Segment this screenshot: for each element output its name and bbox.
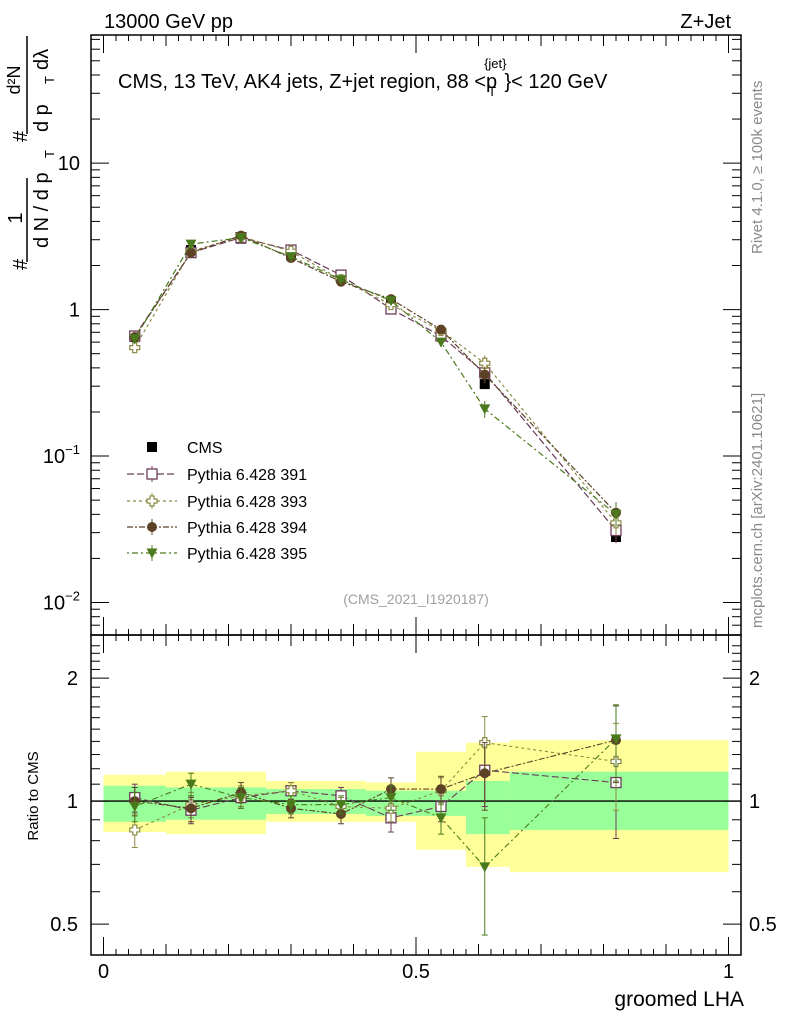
header-left: 13000 GeV pp [104,11,233,33]
point-4-7 [479,404,491,415]
ratio-line-2 [134,742,617,831]
ratio-ytick-right-2: 2 [749,668,760,690]
point-4-6 [435,337,447,348]
legend-marker-1 [146,468,158,480]
ratio-ytick-0: 0.5 [50,914,78,936]
xticks-labels: 0 0.5 1 [98,961,734,983]
title-suffix: }< 120 GeV [505,71,609,93]
legend-label-3: Pythia 6.428 394 [187,520,307,537]
x-axis-label: groomed LHA [614,988,744,1011]
legend-marker-3 [147,522,157,532]
point-4-5 [385,296,397,307]
ratio-yticks-right: 0.5 1 2 [749,668,777,936]
legend-marker-4 [146,548,158,559]
ratio-ylabel: Ratio to CMS [25,751,42,840]
ratio-line-1 [134,769,617,819]
point-2-0 [129,342,141,354]
point-4-1 [185,239,197,250]
plot-title: CMS, 13 TeV, AK4 jets, Z+jet region, 88 … [118,56,608,99]
ratio-point-4-1 [185,779,197,790]
xtick-label-2: 1 [723,961,734,983]
ratio-point-4-0 [129,801,141,812]
legend-label-0: CMS [187,440,223,457]
ytick-exp-0: −2 [65,589,80,604]
ytick-label-2: 1 [69,300,80,322]
ylabel-dN: d N / d p [31,172,53,248]
ratio-point-4-2 [235,793,247,804]
legend-marker-2 [146,495,158,507]
ratio-ytick-1: 1 [67,791,78,813]
ratio-point-3-7 [479,768,490,779]
point-4-3 [285,252,297,263]
axis-ticks [91,35,741,955]
legend: CMS Pythia 6.428 391 Pythia 6.428 393 Py… [187,440,307,563]
legend-marker-0 [147,442,157,452]
point-4-4 [335,275,347,286]
xtick-label-0: 0 [98,961,109,983]
point-0-7 [479,379,490,390]
ratio-point-3-6 [436,784,446,795]
mcplots-label: mcplots.cern.ch [arXiv:2401.10621] [749,393,766,628]
ylabel-dlambda: dλ [31,49,53,70]
ratio-point-4-7 [479,862,491,873]
ratio-point-4-5 [385,793,397,804]
ylabel-hash2: # [10,130,32,142]
analysis-watermark: (CMS_2021_I1920187) [343,591,489,607]
point-2-7 [479,357,491,369]
ylabel-den: d p [31,104,53,132]
main-series [129,230,622,544]
ratio-series-4 [129,704,622,936]
ylabel-hash1: # [10,258,32,270]
point-3-7 [479,369,490,380]
legend-label-1: Pythia 6.428 391 [187,467,307,484]
point-4-2 [235,233,247,244]
ylabel-num: d²N [4,65,24,94]
xtick-label-1: 0.5 [402,961,430,983]
ratio-series [129,704,622,936]
ratio-ytick-2: 2 [67,668,78,690]
ratio-line-3 [134,739,617,815]
rivet-label: Rivet 4.1.0, ≥ 100k events [749,81,766,254]
point-4-8 [610,509,622,520]
ratio-point-4-6 [435,813,447,824]
legend-label-2: Pythia 6.428 393 [187,494,307,511]
ytick-mant-0: 10 [43,593,65,615]
point-4-0 [129,334,141,345]
title-sup: {jet} [484,56,507,71]
legend-label-4: Pythia 6.428 395 [187,546,307,563]
series-line-4 [134,237,617,515]
point-3-1 [186,247,196,258]
ytick-label-0: 10−2 [43,589,80,615]
ratio-yticks-left: 0.5 1 2 [50,668,78,936]
main-frame [90,34,742,636]
ratio-point-4-3 [285,800,297,811]
band-green-5 [466,780,510,835]
ratio-point-4-4 [335,800,347,811]
series-line-1 [134,237,617,531]
ytick-exp-1: −1 [65,442,80,457]
ratio-ytick-right-1: 1 [749,791,760,813]
ratio-ytick-right-0: 0.5 [749,914,777,936]
title-prefix: CMS, 13 TeV, AK4 jets, Z+jet region, 88 … [118,71,497,93]
point-3-6 [436,324,446,335]
ylabel-one: 1 [5,212,27,223]
header-right: Z+Jet [680,11,731,33]
ylabel-T2: T [42,76,57,84]
ytick-mant-1: 10 [43,446,65,468]
ratio-line-4 [134,738,617,868]
ratio-point-2-0 [129,824,141,836]
series-2 [129,231,622,536]
legend-markers [127,442,177,561]
series-4 [129,233,622,527]
ylabel-T1: T [42,150,57,158]
main-ylabel: # 1 d N / d p T # d²N d p T dλ [4,36,57,270]
ytick-label-3: 10 [58,153,80,175]
ratio-point-3-1 [186,803,196,814]
series-line-2 [134,236,617,524]
ratio-point-4-8 [610,734,622,745]
title-sub: T [488,84,496,99]
main-yticks: 10−2 10−1 1 10 [43,153,80,614]
ytick-label-1: 10−1 [43,442,80,468]
